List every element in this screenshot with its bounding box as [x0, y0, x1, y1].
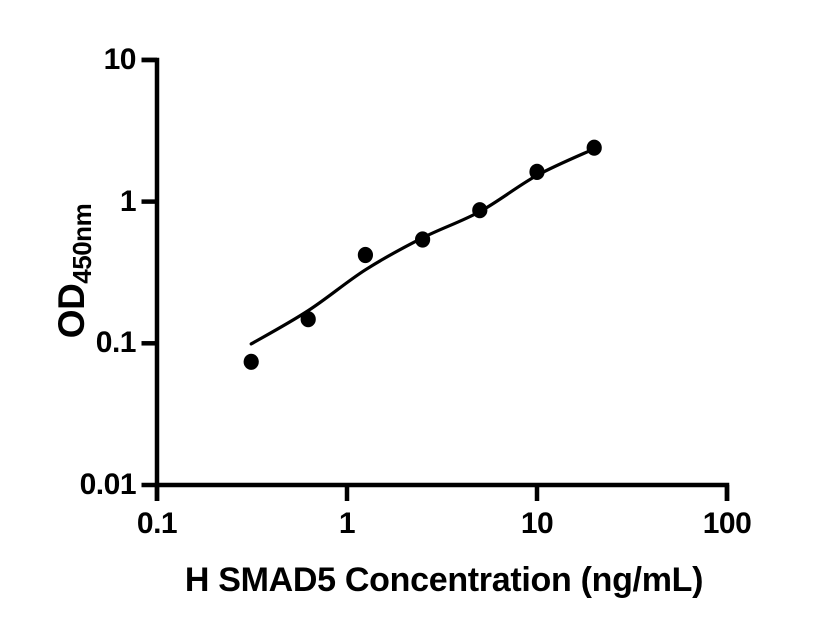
x-axis-spine — [157, 482, 730, 501]
data-point — [357, 246, 373, 264]
data-point — [415, 231, 431, 248]
data-point — [472, 202, 488, 219]
x-axis-title: H SMAD5 Concentration (ng/mL) — [184, 561, 704, 599]
data-point — [300, 311, 316, 328]
y-axis-title-subscript: 450nm — [67, 203, 97, 284]
y-axis-spine — [141, 57, 160, 501]
y-axis-title-main: OD — [51, 283, 92, 339]
y-axis-title: OD450nm — [51, 204, 97, 339]
data-point — [529, 163, 545, 180]
data-point — [586, 139, 602, 156]
data-point — [243, 353, 259, 370]
